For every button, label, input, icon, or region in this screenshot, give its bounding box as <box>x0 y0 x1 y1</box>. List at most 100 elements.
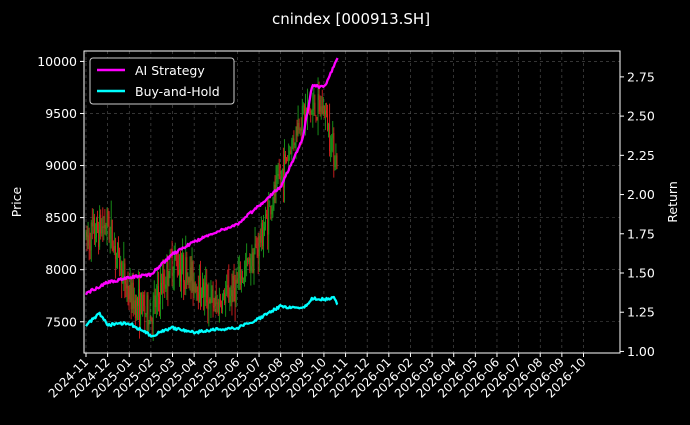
candle-body <box>202 282 203 295</box>
candle-body <box>230 289 232 297</box>
candle-body <box>224 292 226 304</box>
y-axis-left-label: Price <box>9 186 24 217</box>
candle-body <box>267 217 269 235</box>
candle-body <box>171 255 173 276</box>
candle-body <box>306 107 307 112</box>
y-left-tick-label: 8000 <box>45 262 77 277</box>
candle-body <box>290 150 292 154</box>
candle-body <box>225 294 227 304</box>
candle-body <box>204 285 206 297</box>
candle-body <box>151 320 153 324</box>
candle-body <box>167 261 169 287</box>
candle-body <box>294 142 296 146</box>
candle-body <box>90 222 92 251</box>
candle-body <box>249 258 251 271</box>
candle-body <box>113 245 115 251</box>
candle-body <box>261 223 263 247</box>
candle-body <box>286 157 287 161</box>
candle-body <box>213 305 215 308</box>
candle-body <box>210 290 212 304</box>
candle-body <box>168 274 170 287</box>
candle-body <box>122 270 124 284</box>
candle-body <box>180 269 181 282</box>
candle-body <box>299 129 301 130</box>
candle-body <box>207 302 209 310</box>
candle-body <box>312 108 314 111</box>
candle-body <box>96 217 97 238</box>
candle-body <box>244 267 245 279</box>
y-right-tick-label: 1.75 <box>627 226 655 241</box>
candle-body <box>222 297 223 310</box>
candle-body <box>231 289 233 302</box>
candle-body <box>265 213 266 227</box>
candle-body <box>141 292 143 315</box>
candle-body <box>195 286 197 293</box>
candle-body <box>245 266 247 268</box>
candle-body <box>214 296 216 308</box>
candle-body <box>191 261 193 281</box>
candle-body <box>208 299 210 310</box>
candle-body <box>257 249 259 257</box>
candle-body <box>300 129 302 131</box>
candle-body <box>242 276 243 279</box>
candle-body <box>269 206 271 208</box>
candle-body <box>155 295 157 308</box>
candle-body <box>277 174 279 176</box>
candle-body <box>139 289 140 325</box>
candle-body <box>144 306 146 314</box>
candle-body <box>240 276 242 285</box>
candle-body <box>132 282 134 309</box>
series-line-buy-and-hold <box>85 295 339 338</box>
candle-body <box>311 110 313 115</box>
candle-body <box>330 150 332 152</box>
candle-body <box>119 250 121 270</box>
candle-body <box>190 267 192 281</box>
candle-body <box>298 122 300 130</box>
candle-body <box>145 313 147 315</box>
candle-body <box>321 106 323 115</box>
candle-body <box>189 267 191 283</box>
candle-body <box>150 316 152 321</box>
candle-body <box>254 243 256 255</box>
candle-body <box>112 246 114 251</box>
candle-body <box>279 176 281 179</box>
candle-body <box>326 110 327 114</box>
candle-body <box>148 322 150 325</box>
candle-body <box>221 305 222 310</box>
plot-frame <box>83 50 621 354</box>
candle-body <box>182 254 184 271</box>
candle-body <box>215 296 217 305</box>
candlestick-layer <box>85 77 338 342</box>
candle-body <box>275 179 277 197</box>
candle-body <box>332 133 334 139</box>
candle-body <box>233 275 235 289</box>
legend: AI Strategy Buy-and-Hold <box>89 57 235 105</box>
candle-body <box>253 254 255 273</box>
candle-body <box>126 285 128 289</box>
candle-body <box>196 286 198 293</box>
candle-body <box>288 155 290 161</box>
candle-body <box>184 281 186 289</box>
candle-body <box>315 115 317 118</box>
candle-body <box>174 254 176 259</box>
candle-body <box>313 102 315 109</box>
candle-body <box>104 225 106 229</box>
candle-body <box>186 257 188 283</box>
candle-body <box>128 297 130 299</box>
candle-body <box>159 296 160 305</box>
candle-body <box>297 122 299 136</box>
candle-body <box>252 252 254 273</box>
candle-body <box>110 219 112 229</box>
candle-body <box>319 99 321 112</box>
y-axis-left: 7500 8000 8500 9000 9500 10000 <box>37 54 84 329</box>
candle-body <box>228 287 230 303</box>
candle-body <box>185 257 187 289</box>
candle-body <box>292 138 294 141</box>
candle-body <box>248 258 250 263</box>
candle-body <box>239 266 241 285</box>
candle-body <box>293 138 295 146</box>
candle-body <box>216 302 218 305</box>
y-right-tick-label: 2.00 <box>627 187 655 202</box>
candle-body <box>103 225 105 228</box>
candle-body <box>146 295 148 314</box>
